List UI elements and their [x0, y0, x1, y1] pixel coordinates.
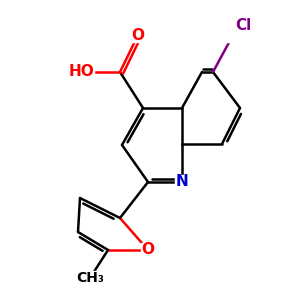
Text: O: O	[131, 28, 145, 43]
Bar	[131, 28, 145, 42]
Text: O: O	[142, 242, 154, 257]
Bar	[224, 28, 242, 42]
Bar	[175, 175, 189, 189]
Text: CH₃: CH₃	[76, 271, 104, 285]
Text: Cl: Cl	[235, 18, 251, 33]
Bar	[76, 271, 104, 285]
Text: N: N	[176, 175, 188, 190]
Bar	[141, 243, 155, 257]
Text: HO: HO	[69, 64, 95, 80]
Bar	[70, 65, 94, 79]
